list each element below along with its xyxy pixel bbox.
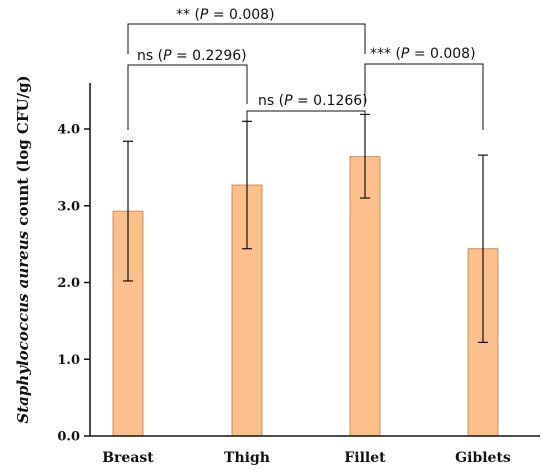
significance-bracket (364, 63, 484, 130)
x-tick-label: Breast (102, 450, 154, 466)
y-axis: 0.0 1.0 2.0 3.0 4.0 (57, 82, 91, 445)
y-axis-label-rest: count (log CFU/g) (14, 75, 32, 231)
significance-label: ns (P = 0.1266) (258, 93, 368, 109)
y-axis-label-italic: Staphylococcus aureus (14, 230, 32, 423)
bars (112, 156, 499, 437)
y-tick-label: 4.0 (57, 123, 80, 138)
significance-bracket (246, 110, 366, 124)
significance-bracket (127, 23, 366, 54)
y-tick-label: 1.0 (57, 353, 80, 368)
error-bars (123, 113, 488, 343)
significance-brackets: ** (P = 0.008) ns (P = 0.2296) ns (P = 0.1… (127, 7, 484, 130)
y-tick-label: 3.0 (57, 199, 80, 214)
significance-label: *** (P = 0.008) (370, 46, 476, 62)
y-tick-label: 0.0 (57, 430, 80, 445)
x-tick-label: Giblets (455, 450, 511, 466)
x-axis: Breast Thigh Fillet Giblets (90, 435, 540, 466)
bar-fillet (349, 156, 381, 437)
y-tick-label: 2.0 (57, 276, 80, 291)
significance-label: ns (P = 0.2296) (137, 48, 247, 64)
significance-bracket (127, 64, 248, 130)
significance-label: ** (P = 0.008) (176, 7, 275, 23)
x-tick-label: Fillet (344, 450, 386, 466)
y-axis-label: Staphylococcus aureus count (log CFU/g) (14, 75, 32, 423)
x-tick-label: Thigh (224, 450, 270, 466)
